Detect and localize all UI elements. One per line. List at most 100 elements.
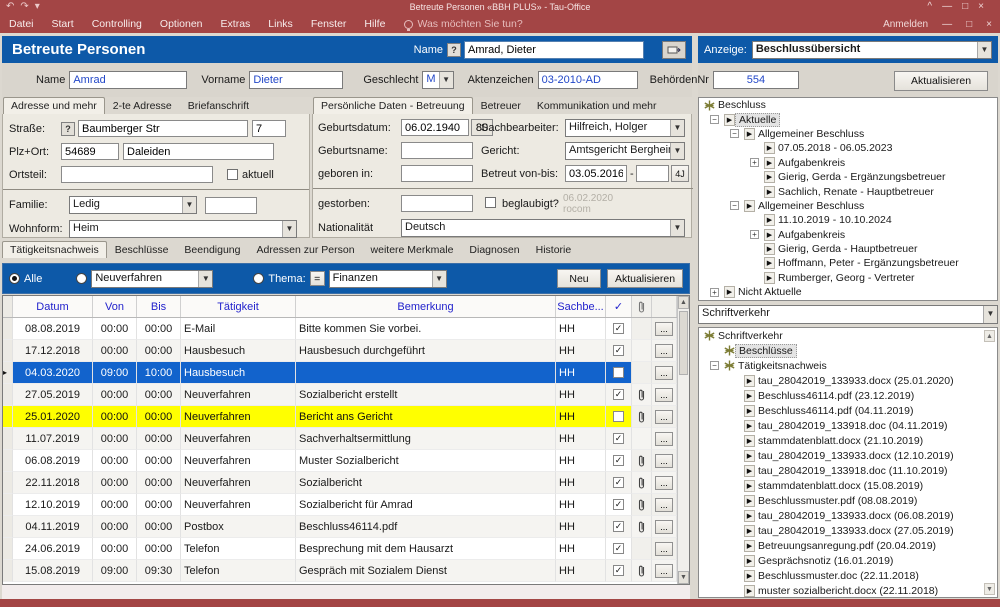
menu-item-optionen[interactable]: Optionen <box>151 18 212 30</box>
column-header[interactable]: Tätigkeit <box>181 296 296 317</box>
tree-item[interactable]: ▶Beschluss46114.pdf (23.12.2019) <box>699 388 997 403</box>
tree-item[interactable]: ▶Beschluss46114.pdf (04.11.2019) <box>699 403 997 418</box>
behoerdennr-field[interactable] <box>713 71 799 89</box>
row-checkbox[interactable]: ✓ <box>613 345 624 356</box>
geschlecht-select[interactable]: M▼ <box>422 71 453 89</box>
personal-tab-2[interactable]: Betreuer <box>473 97 529 114</box>
sign-in-button[interactable]: Anmelden <box>883 19 928 30</box>
tree-item[interactable]: ▶Gierig, Gerda - Ergänzungsbetreuer <box>699 170 997 184</box>
ribbon-maximize-icon[interactable]: □ <box>966 19 972 30</box>
row-checkbox[interactable]: ✓ <box>613 477 624 488</box>
tree-item[interactable]: ▶11.10.2019 - 10.10.2024 <box>699 213 997 227</box>
section-tab-6[interactable]: Diagnosen <box>461 241 527 258</box>
row-more-button[interactable]: ... <box>655 432 673 446</box>
row-checkbox[interactable]: ✓ <box>613 521 624 532</box>
scroll-up-icon[interactable]: ▲ <box>984 330 995 342</box>
close-icon[interactable]: × <box>978 1 994 12</box>
familie-select[interactable]: Ledig▼ <box>69 196 197 214</box>
row-checkbox[interactable]: ✓ <box>613 389 624 400</box>
tree-item[interactable]: ▶Sachlich, Renate - Hauptbetreuer <box>699 184 997 198</box>
menu-item-links[interactable]: Links <box>259 18 302 30</box>
tree-item[interactable]: ▶Beschlussmuster.pdf (08.08.2019) <box>699 493 997 508</box>
tree-item[interactable]: Beschlüsse <box>699 343 997 358</box>
column-header[interactable]: Von <box>93 296 137 317</box>
table-row[interactable]: 15.08.201909:0009:30TelefonGespräch mit … <box>3 560 689 582</box>
ribbon-minimize-icon[interactable]: — <box>942 19 952 30</box>
tree-item[interactable]: −▶Allgemeiner Beschluss <box>699 199 997 213</box>
menu-item-start[interactable]: Start <box>43 18 83 30</box>
tree-item[interactable]: −▶Aktuelle <box>699 112 997 126</box>
column-header[interactable] <box>632 296 652 317</box>
row-checkbox[interactable]: ✓ <box>613 455 624 466</box>
radio-verfahren[interactable] <box>76 273 87 284</box>
row-more-button[interactable]: ... <box>655 498 673 512</box>
betreut-von-field[interactable] <box>565 165 627 182</box>
geburtsdatum-field[interactable] <box>401 119 469 136</box>
verfahren-select[interactable]: Neuverfahren▼ <box>91 270 213 288</box>
tree-item[interactable]: ▶muster sozialbericht.docx (22.11.2018) <box>699 583 997 598</box>
table-row[interactable]: 25.01.202000:0000:00NeuverfahrenBericht … <box>3 406 689 428</box>
collapse-icon[interactable]: − <box>710 115 719 124</box>
row-checkbox[interactable]: ✓ <box>613 565 624 576</box>
gericht-select[interactable]: Amtsgericht Bergheim▼ <box>565 142 685 160</box>
section-tab-5[interactable]: weitere Merkmale <box>363 241 462 258</box>
table-row[interactable]: 17.12.201800:0000:00HausbesuchHausbesuch… <box>3 340 689 362</box>
equals-button[interactable]: = <box>310 271 325 286</box>
personal-tab-1[interactable]: Persönliche Daten - Betreuung <box>313 97 473 114</box>
column-header[interactable]: Bemerkung <box>296 296 556 317</box>
row-more-button[interactable]: ... <box>655 564 673 578</box>
collapse-icon[interactable]: − <box>730 201 739 210</box>
tree-item[interactable]: ▶07.05.2018 - 06.05.2023 <box>699 141 997 155</box>
table-row[interactable]: 22.11.201800:0000:00NeuverfahrenSozialbe… <box>3 472 689 494</box>
tree-item[interactable]: ▶Rumberger, Georg - Vertreter <box>699 271 997 285</box>
tree-item[interactable]: ▶tau_28042019_133933.docx (06.08.2019) <box>699 508 997 523</box>
row-more-button[interactable]: ... <box>655 454 673 468</box>
name-help-button[interactable]: ? <box>447 43 461 57</box>
anzeige-select[interactable]: Beschlussübersicht▼ <box>752 41 992 59</box>
schriftverkehr-select[interactable]: Schriftverkehr▼ <box>698 305 998 324</box>
tree-item[interactable]: ▶stammdatenblatt.docx (15.08.2019) <box>699 478 997 493</box>
collapse-icon[interactable]: − <box>730 129 739 138</box>
section-tab-3[interactable]: Beendigung <box>176 241 248 258</box>
tree-item[interactable]: ▶Gierig, Gerda - Hauptbetreuer <box>699 242 997 256</box>
vorname-field[interactable] <box>249 71 343 89</box>
ribbon-options-icon[interactable]: ^ <box>927 1 942 12</box>
row-checkbox[interactable]: ✓ <box>613 323 624 334</box>
menu-item-extras[interactable]: Extras <box>212 18 260 30</box>
table-row[interactable]: ▸04.03.202009:0010:00HausbesuchHH... <box>3 362 689 384</box>
gestorben-field[interactable] <box>401 195 473 212</box>
tree-item[interactable]: +▶Aufgabenkreis <box>699 228 997 242</box>
ortsteil-field[interactable] <box>61 166 213 183</box>
address-tab-3[interactable]: Briefanschrift <box>180 97 257 114</box>
strasse-help-button[interactable]: ? <box>61 122 75 136</box>
scroll-up-icon[interactable]: ▲ <box>678 296 689 309</box>
tree-item[interactable]: ▶Beschlussmuster.doc (22.11.2018) <box>699 568 997 583</box>
tell-me-box[interactable]: Was möchten Sie tun? <box>404 18 522 30</box>
ribbon-close-icon[interactable]: × <box>986 19 992 30</box>
beglaubigt-checkbox[interactable] <box>485 197 496 208</box>
table-row[interactable]: 24.06.201900:0000:00TelefonBesprechung m… <box>3 538 689 560</box>
scroll-down-icon[interactable]: ▼ <box>678 571 689 584</box>
tree-item[interactable]: ▶stammdatenblatt.docx (21.10.2019) <box>699 433 997 448</box>
collapse-icon[interactable]: − <box>710 361 719 370</box>
tree-item[interactable]: Beschluss <box>699 98 997 112</box>
geboren-in-field[interactable] <box>401 165 473 182</box>
jahre-button[interactable]: 4J <box>671 165 689 182</box>
row-checkbox[interactable] <box>613 411 624 422</box>
table-row[interactable]: 11.07.201900:0000:00NeuverfahrenSachverh… <box>3 428 689 450</box>
tree-item[interactable]: ▶tau_28042019_133918.doc (04.11.2019) <box>699 418 997 433</box>
row-more-button[interactable]: ... <box>655 344 673 358</box>
hausnr-field[interactable] <box>252 120 286 137</box>
row-more-button[interactable]: ... <box>655 388 673 402</box>
row-checkbox[interactable]: ✓ <box>613 499 624 510</box>
column-header[interactable]: Sachbe... <box>556 296 606 317</box>
expand-icon[interactable]: + <box>750 230 759 239</box>
tree-item[interactable]: ▶Betreuungsanregung.pdf (20.04.2019) <box>699 538 997 553</box>
tree-item[interactable]: ▶tau_28042019_133933.docx (27.05.2019) <box>699 523 997 538</box>
menu-item-fenster[interactable]: Fenster <box>302 18 356 30</box>
row-more-button[interactable]: ... <box>655 542 673 556</box>
tree-item[interactable]: Schriftverkehr <box>699 328 997 343</box>
table-scrollbar[interactable]: ▲ ▼ <box>677 296 689 584</box>
menu-item-datei[interactable]: Datei <box>0 18 43 30</box>
sachbearbeiter-select[interactable]: Hilfreich, Holger▼ <box>565 119 685 137</box>
